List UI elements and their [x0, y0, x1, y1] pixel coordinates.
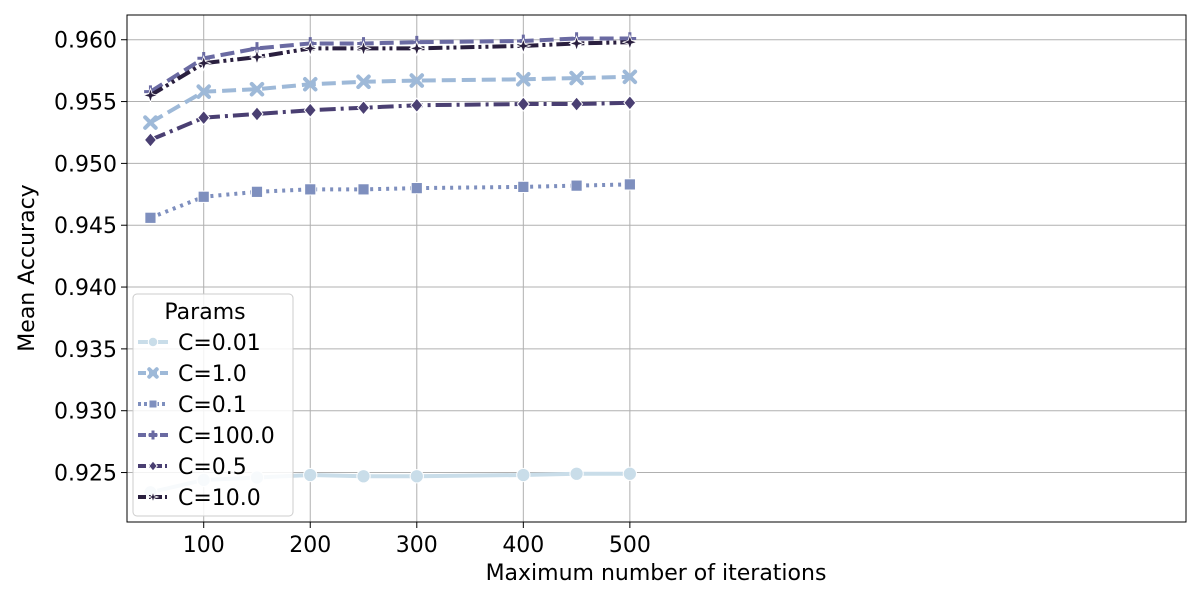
data-point: [196, 84, 211, 99]
series-line: [149, 40, 630, 98]
data-point: [356, 99, 371, 116]
data-point: [516, 72, 531, 87]
series-line: [149, 100, 630, 142]
legend-label: C=0.1: [178, 393, 247, 418]
data-point: [515, 37, 532, 55]
data-point: [304, 183, 317, 196]
legend-item: C=10.0: [138, 486, 261, 511]
data-point: [303, 102, 317, 118]
data-point: [516, 96, 530, 112]
y-tick-label: 0.930: [54, 400, 117, 425]
x-axis-title: Maximum number of iterations: [486, 561, 827, 586]
x-tick-label: 100: [183, 533, 225, 558]
y-axis-title: Mean Accuracy: [15, 184, 40, 351]
data-point: [517, 180, 530, 193]
data-point: [250, 185, 264, 198]
x-tick-label: 200: [289, 533, 331, 558]
data-point: [250, 106, 264, 122]
series-c-0-1: [144, 178, 636, 224]
data-point: [303, 467, 318, 483]
data-point: [410, 97, 424, 114]
data-point: [622, 466, 638, 481]
data-point: [568, 35, 585, 52]
x-tick-label: 400: [502, 533, 544, 558]
data-point: [197, 109, 211, 126]
data-point: [356, 469, 371, 484]
y-tick-label: 0.935: [54, 338, 117, 363]
legend-marker: [147, 336, 159, 348]
data-point: [408, 40, 426, 57]
data-point: [302, 76, 318, 92]
legend-title: Params: [164, 300, 245, 325]
data-point: [248, 48, 266, 66]
tick-layer: 100 200 300 400 500 0.925 0.930 0.935 0.940 0.945…: [54, 29, 651, 558]
data-point: [144, 211, 157, 224]
y-tick-label: 0.945: [54, 214, 117, 239]
data-point: [142, 87, 159, 104]
data-point: [195, 54, 212, 72]
series-line: [149, 74, 630, 125]
plot-frame: [126, 14, 1187, 523]
legend-marker: [148, 460, 158, 472]
legend-item: C=100.0: [138, 424, 275, 449]
y-tick-label: 0.940: [54, 276, 117, 301]
data-point: [570, 179, 583, 192]
series-line: [149, 182, 630, 220]
legend-item: C=0.01: [138, 331, 261, 356]
legend-marker: [148, 430, 158, 440]
data-point: [569, 70, 584, 86]
data-point: [357, 183, 370, 196]
series-c-100-0: [144, 32, 637, 98]
y-tick-label: 0.955: [54, 91, 117, 116]
x-tick-label: 300: [396, 533, 438, 558]
data-point: [622, 69, 638, 85]
grid-layer: [127, 15, 1186, 522]
legend-label: C=10.0: [178, 486, 261, 511]
data-point: [143, 132, 158, 148]
legend-label: C=100.0: [178, 424, 275, 449]
y-tick-label: 0.950: [54, 152, 117, 177]
series-c-1-0: [143, 69, 638, 130]
legend-label: C=1.0: [178, 362, 247, 387]
legend: Params C=0.01 C=1.0 C=0.1 C=100.0 C=0.5 C=10.0: [132, 293, 294, 517]
data-point: [569, 96, 584, 112]
series-c-10-0: [142, 33, 639, 104]
data-point: [409, 469, 424, 484]
data-point: [623, 95, 637, 111]
data-point: [569, 466, 584, 481]
data-point: [356, 74, 371, 90]
legend-item: C=0.5: [138, 455, 247, 480]
legend-item: C=0.1: [138, 393, 247, 418]
legend-box: [132, 293, 294, 517]
x-tick-label: 500: [609, 533, 651, 558]
data-point: [197, 190, 210, 203]
legend-item: C=1.0: [138, 362, 247, 387]
y-tick-label: 0.960: [54, 29, 117, 54]
data-point: [301, 40, 319, 57]
legend-marker: [148, 399, 158, 409]
legend-label: C=0.01: [178, 331, 261, 356]
data-point: [516, 467, 531, 483]
data-point: [410, 182, 423, 195]
data-point: [409, 73, 425, 88]
y-tick-label: 0.925: [54, 462, 117, 487]
legend-label: C=0.5: [178, 455, 247, 480]
series-c-0-5: [143, 95, 637, 148]
data-point: [623, 178, 636, 191]
legend-marker: [146, 490, 160, 504]
data-point: [249, 81, 265, 97]
data-point: [143, 115, 158, 130]
data-point: [621, 33, 639, 51]
data-point: [355, 40, 372, 57]
legend-marker: [147, 367, 159, 379]
